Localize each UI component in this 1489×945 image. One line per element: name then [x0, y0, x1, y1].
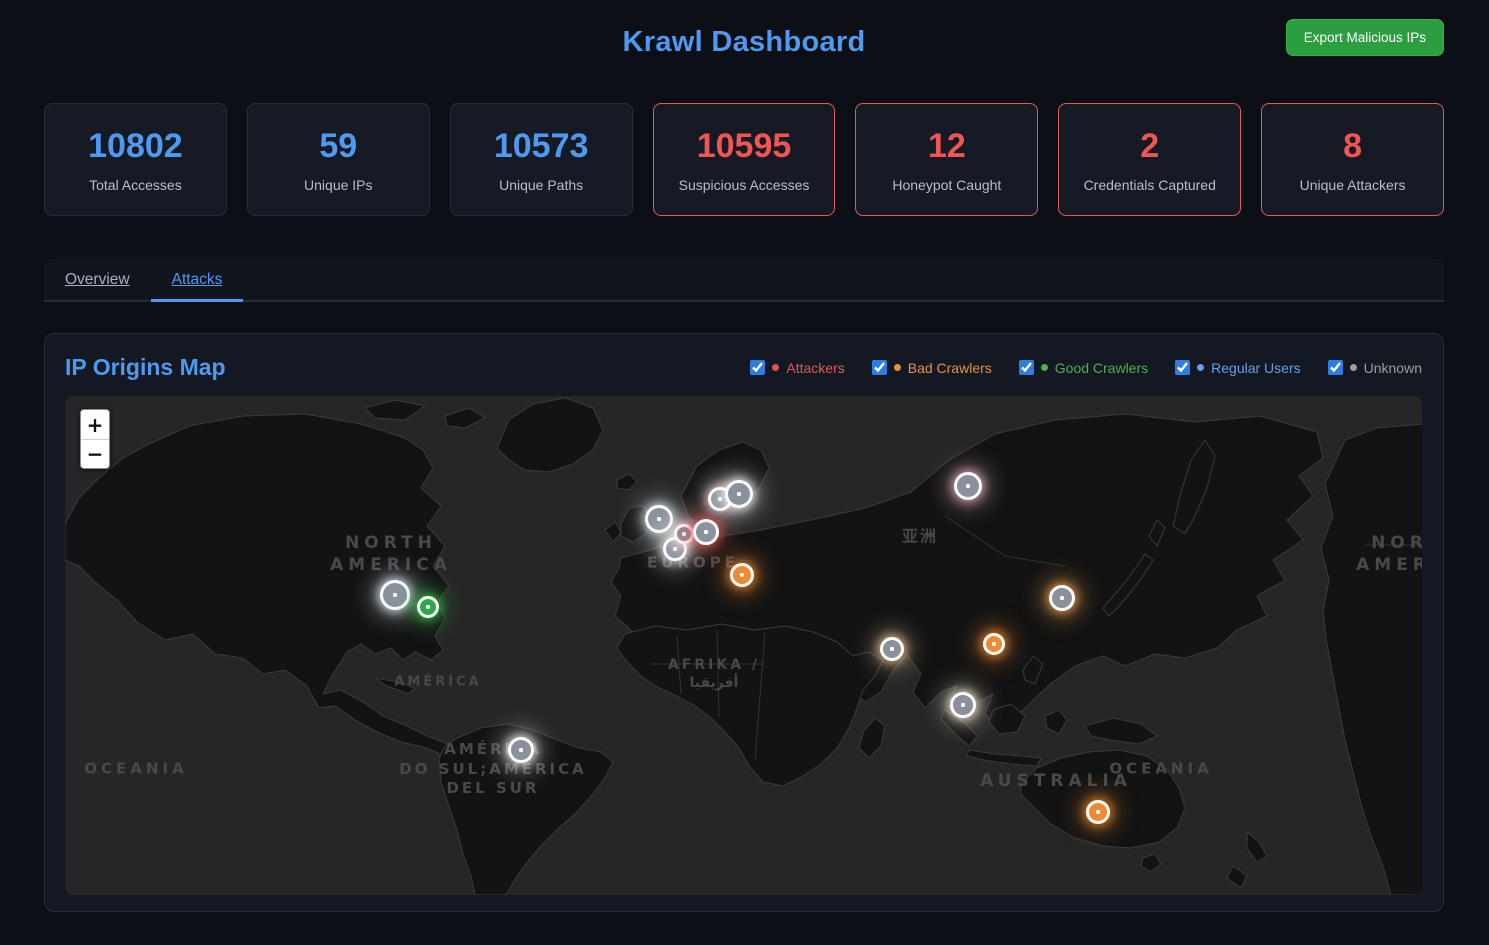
stat-label: Credentials Captured: [1083, 176, 1216, 193]
marker-center-dot: [1096, 810, 1100, 814]
stat-label: Unique Paths: [499, 176, 584, 193]
stat-label: Total Accesses: [89, 176, 182, 193]
stats-row: 10802 Total Accesses 59 Unique IPs 10573…: [44, 103, 1444, 216]
marker-center-dot: [890, 647, 894, 651]
ip-origins-map-card: IP Origins Map Attackers Bad Crawlers Go…: [44, 333, 1444, 912]
stat-value: 10595: [696, 126, 792, 165]
legend-checkbox-attackers[interactable]: [750, 360, 766, 375]
map-marker-unknown[interactable]: [1049, 585, 1075, 611]
legend-dot-good-crawlers: [1040, 364, 1048, 371]
legend-checkbox-regular-users[interactable]: [1175, 360, 1191, 375]
stat-label: Unique Attackers: [1299, 176, 1406, 193]
map-marker-bad-crawler[interactable]: [730, 563, 754, 587]
map-marker-unknown[interactable]: [725, 480, 753, 508]
marker-center-dot: [961, 703, 965, 707]
tab-overview[interactable]: Overview: [65, 270, 130, 288]
legend-item-regular-users[interactable]: Regular Users: [1175, 359, 1301, 376]
legend-checkbox-bad-crawlers[interactable]: [871, 360, 887, 375]
stat-card-total-accesses: 10802 Total Accesses: [44, 103, 227, 216]
legend-item-attackers[interactable]: Attackers: [750, 359, 845, 376]
marker-center-dot: [718, 497, 722, 501]
stat-value: 10802: [88, 126, 183, 165]
stat-value: 10573: [493, 126, 589, 165]
stat-card-honeypot-caught: 12 Honeypot Caught: [855, 103, 1039, 216]
stat-card-credentials-captured: 2 Credentials Captured: [1058, 103, 1242, 216]
map-marker-attacker[interactable]: [693, 519, 719, 545]
legend-checkbox-unknown[interactable]: [1327, 360, 1343, 375]
map-marker-unknown[interactable]: [645, 505, 673, 533]
map-marker-good-crawler[interactable]: [417, 596, 439, 618]
map-marker-unknown[interactable]: [880, 637, 904, 661]
stat-card-suspicious-accesses: 10595 Suspicious Accesses: [652, 103, 836, 216]
stat-card-unique-paths: 10573 Unique Paths: [449, 103, 633, 216]
map-marker-unknown[interactable]: [508, 737, 534, 763]
legend-label: Regular Users: [1211, 359, 1301, 376]
marker-center-dot: [657, 517, 661, 521]
zoom-in-button[interactable]: +: [81, 410, 109, 439]
stat-card-unique-attackers: 8 Unique Attackers: [1261, 103, 1444, 216]
legend-label: Bad Crawlers: [907, 359, 992, 376]
marker-center-dot: [393, 593, 397, 597]
legend-checkbox-good-crawlers[interactable]: [1018, 360, 1034, 375]
zoom-out-button[interactable]: −: [81, 439, 109, 468]
stat-label: Honeypot Caught: [892, 176, 1002, 193]
marker-center-dot: [519, 748, 523, 752]
marker-center-dot: [704, 530, 708, 534]
legend-item-bad-crawlers[interactable]: Bad Crawlers: [871, 359, 992, 376]
legend-item-unknown[interactable]: Unknown: [1327, 359, 1422, 376]
legend-dot-unknown: [1349, 364, 1357, 371]
stat-value: 12: [927, 126, 966, 165]
legend-dot-regular-users: [1197, 364, 1205, 371]
stat-value: 8: [1343, 126, 1363, 165]
world-map-tiles: [65, 396, 1422, 895]
tab-bar: Overview Attacks: [44, 259, 1444, 302]
marker-center-dot: [992, 642, 996, 646]
stat-card-unique-ips: 59 Unique IPs: [246, 103, 430, 216]
legend-label: Good Crawlers: [1054, 359, 1149, 376]
map-marker-unknown[interactable]: [674, 524, 694, 544]
map-card-header: IP Origins Map Attackers Bad Crawlers Go…: [65, 354, 1422, 381]
legend-label: Unknown: [1363, 359, 1422, 376]
marker-center-dot: [426, 605, 430, 609]
legend-label: Attackers: [786, 359, 845, 376]
map-marker-unknown[interactable]: [954, 472, 982, 500]
tab-attacks[interactable]: Attacks: [150, 259, 244, 302]
legend-dot-bad-crawlers: [893, 364, 901, 371]
map-marker-bad-crawler[interactable]: [1086, 800, 1110, 824]
map-title: IP Origins Map: [65, 354, 226, 380]
world-map[interactable]: + − NORTH AMERICA AMÉRICA AMÉRICA DO SUL;A…: [65, 396, 1422, 895]
map-legend: Attackers Bad Crawlers Good Crawlers Reg…: [750, 360, 1422, 376]
page-title: Krawl Dashboard: [622, 26, 866, 58]
marker-center-dot: [737, 492, 741, 496]
map-marker-unknown[interactable]: [950, 692, 976, 718]
stat-label: Unique IPs: [304, 176, 373, 193]
marker-center-dot: [966, 484, 970, 488]
export-malicious-ips-button[interactable]: Export Malicious IPs: [1285, 19, 1444, 56]
marker-center-dot: [740, 573, 744, 577]
map-marker-bad-crawler[interactable]: [983, 633, 1005, 655]
map-zoom-control: + −: [80, 409, 110, 469]
stat-value: 2: [1140, 126, 1160, 165]
stat-label: Suspicious Accesses: [678, 176, 810, 193]
marker-center-dot: [673, 547, 677, 551]
legend-dot-attackers: [772, 364, 780, 371]
legend-item-good-crawlers[interactable]: Good Crawlers: [1018, 359, 1149, 376]
dashboard-page: Krawl Dashboard Export Malicious IPs 108…: [44, 0, 1444, 912]
header: Krawl Dashboard Export Malicious IPs: [44, 0, 1444, 80]
stat-value: 59: [319, 126, 358, 165]
map-marker-unknown[interactable]: [380, 580, 410, 610]
marker-center-dot: [1060, 596, 1064, 600]
marker-center-dot: [682, 532, 686, 536]
